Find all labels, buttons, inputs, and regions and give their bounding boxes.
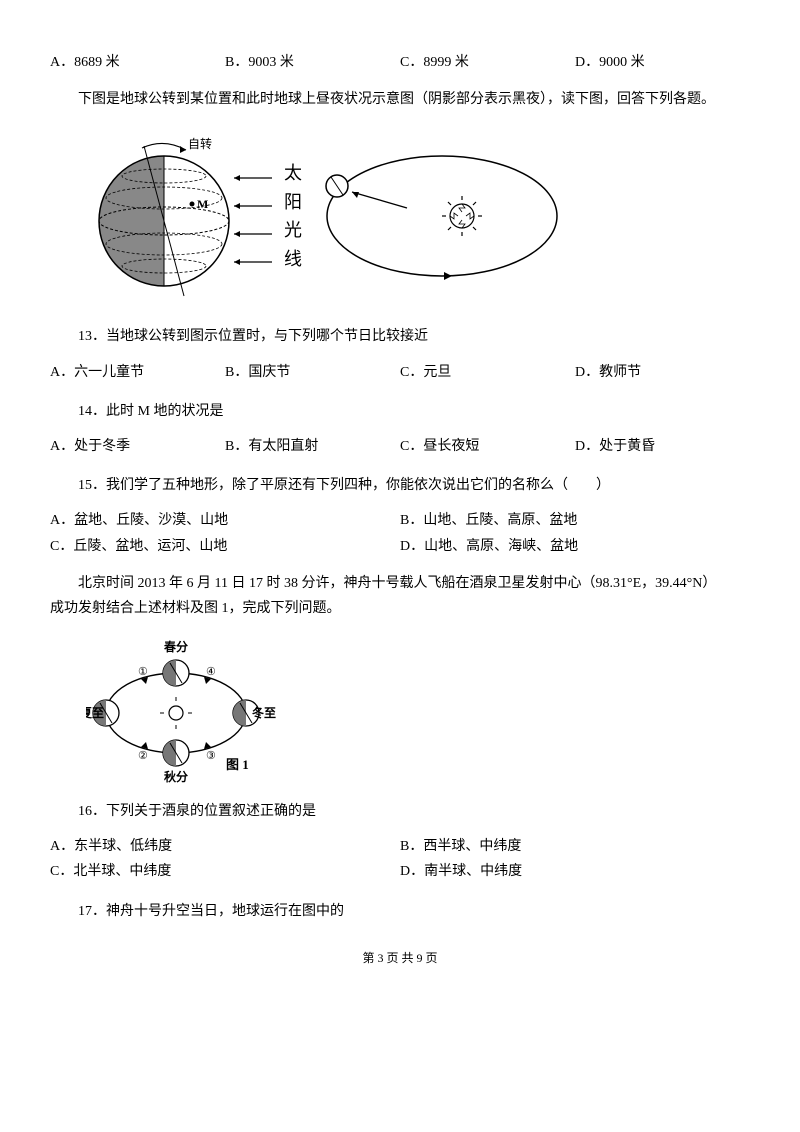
- intro-1: 下图是地球公转到某位置和此时地球上昼夜状况示意图（阴影部分表示黑夜），读下图，回…: [50, 87, 750, 112]
- page-footer: 第 3 页 共 9 页: [50, 948, 750, 970]
- q16-options: A．东半球、低纬度 B．西半球、中纬度 C．北半球、中纬度 D．南半球、中纬度: [50, 834, 750, 884]
- seg2: ②: [138, 750, 148, 762]
- q16-c: C．北半球、中纬度: [50, 859, 400, 884]
- intro2-l1: 北京时间 2013 年 6 月 11 日 17 时 38 分许，神舟十号载人飞船…: [78, 576, 716, 591]
- m-label: M: [197, 197, 208, 211]
- q15-text: 我们学了五种地形，除了平原还有下列四种，你能依次说出它们的名称么（ ）: [106, 478, 610, 493]
- orbit-diagram: [312, 136, 572, 296]
- figure-1: 自转 M 太 阳 光 线: [74, 126, 750, 306]
- q16-a: A．东半球、低纬度: [50, 834, 400, 859]
- q13-c: C．元旦: [400, 360, 575, 385]
- q13-options: A．六一儿童节 B．国庆节 C．元旦 D．教师节: [50, 360, 750, 385]
- autumn-label: 秋分: [164, 769, 188, 784]
- q12-opt-d: D．9000 米: [575, 50, 750, 75]
- intro-2b: 成功发射结合上述材料及图 1，完成下列问题。: [50, 596, 750, 621]
- q14-d: D．处于黄昏: [575, 434, 750, 459]
- q15-a: A．盆地、丘陵、沙漠、山地: [50, 508, 400, 533]
- q14-options: A．处于冬季 B．有太阳直射 C．昼长夜短 D．处于黄昏: [50, 434, 750, 459]
- q16-b: B．西半球、中纬度: [400, 834, 750, 859]
- figure-2: ① ④ ② ③ 春分 秋分 夏至 冬至 图 1: [86, 635, 750, 785]
- sunlight-label: 太 阳 光 线: [284, 159, 302, 274]
- q14-c: C．昼长夜短: [400, 434, 575, 459]
- q16-d: D．南半球、中纬度: [400, 859, 750, 884]
- q14: 14．此时 M 地的状况是: [50, 399, 750, 424]
- q15-num: 15．: [78, 478, 106, 493]
- q17-text: 神舟十号升空当日，地球运行在图中的: [106, 904, 344, 919]
- q12-opt-c: C．8999 米: [400, 50, 575, 75]
- fig2-caption: 图 1: [226, 757, 249, 772]
- summer-label: 夏至: [86, 706, 104, 720]
- rotation-label: 自转: [188, 136, 212, 151]
- q13: 13．当地球公转到图示位置时，与下列哪个节日比较接近: [50, 324, 750, 349]
- q14-a: A．处于冬季: [50, 434, 225, 459]
- q16-num: 16．: [78, 804, 106, 819]
- sun-char-3: 光: [284, 216, 302, 245]
- q14-text: 此时 M 地的状况是: [106, 404, 223, 419]
- seg1: ①: [138, 666, 148, 678]
- q15-options: A．盆地、丘陵、沙漠、山地 B．山地、丘陵、高原、盆地 C．丘陵、盆地、运河、山…: [50, 508, 750, 558]
- q13-d: D．教师节: [575, 360, 750, 385]
- q15-b: B．山地、丘陵、高原、盆地: [400, 508, 750, 533]
- q15-d: D．山地、高原、海峡、盆地: [400, 534, 750, 559]
- intro2-l2: 成功发射结合上述材料及图 1，完成下列问题。: [50, 601, 341, 616]
- q16: 16．下列关于酒泉的位置叙述正确的是: [50, 799, 750, 824]
- q15: 15．我们学了五种地形，除了平原还有下列四种，你能依次说出它们的名称么（ ）: [50, 473, 750, 498]
- q17: 17．神舟十号升空当日，地球运行在图中的: [50, 899, 750, 924]
- q17-num: 17．: [78, 904, 106, 919]
- q14-num: 14．: [78, 404, 106, 419]
- spring-label: 春分: [163, 639, 188, 654]
- q13-text: 当地球公转到图示位置时，与下列哪个节日比较接近: [106, 329, 428, 344]
- intro-2: 北京时间 2013 年 6 月 11 日 17 时 38 分许，神舟十号载人飞船…: [50, 571, 750, 596]
- q12-opt-b: B．9003 米: [225, 50, 400, 75]
- q12-opt-a: A．8689 米: [50, 50, 225, 75]
- q13-a: A．六一儿童节: [50, 360, 225, 385]
- q16-text: 下列关于酒泉的位置叙述正确的是: [106, 804, 316, 819]
- seg3: ③: [206, 750, 216, 762]
- q13-num: 13．: [78, 329, 106, 344]
- q15-c: C．丘陵、盆地、运河、山地: [50, 534, 400, 559]
- sun-char-2: 阳: [284, 188, 302, 217]
- q12-options: A．8689 米 B．9003 米 C．8999 米 D．9000 米: [50, 50, 750, 75]
- seg4: ④: [206, 666, 216, 678]
- winter-label: 冬至: [252, 705, 276, 720]
- sun-char-4: 线: [284, 245, 302, 274]
- globe-diagram: 自转 M: [74, 126, 274, 306]
- sun-char-1: 太: [284, 159, 302, 188]
- q13-b: B．国庆节: [225, 360, 400, 385]
- q14-b: B．有太阳直射: [225, 434, 400, 459]
